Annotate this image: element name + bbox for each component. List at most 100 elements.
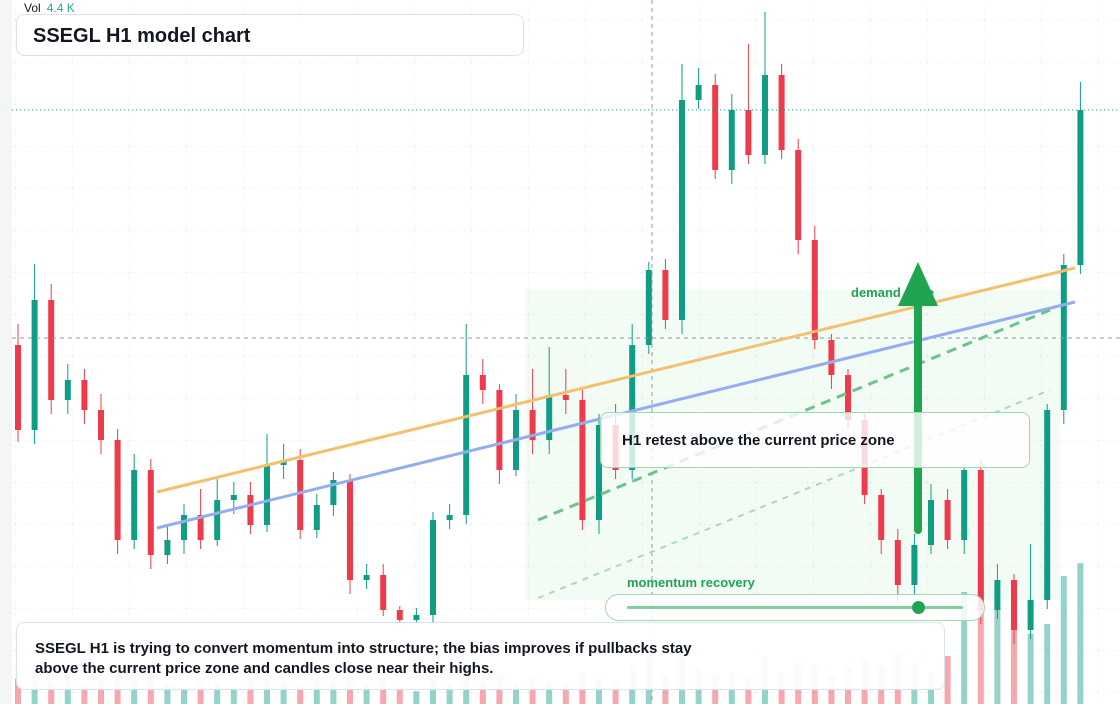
volume-bar <box>247 678 254 704</box>
candle-body <box>928 500 934 545</box>
candle-body <box>430 520 436 615</box>
slider-track <box>627 606 963 609</box>
volume-bar <box>1011 614 1017 704</box>
note-box: SSEGL H1 is trying to convert momentum i… <box>16 622 945 690</box>
volume-bar <box>81 684 88 704</box>
candle-body <box>944 500 951 540</box>
candle-body <box>81 380 88 410</box>
momentum-label: momentum recovery <box>627 575 755 590</box>
candle-body <box>247 495 254 525</box>
volume-bar <box>745 678 752 704</box>
volume-legend: Vol 4.4 K <box>24 1 75 15</box>
candle-body <box>728 110 735 170</box>
slider-knob[interactable] <box>912 601 925 614</box>
candle-body <box>230 495 237 500</box>
candle-body <box>778 75 785 150</box>
volume-bar <box>15 678 21 704</box>
candle-body <box>712 85 719 170</box>
candle-body <box>363 575 370 580</box>
zone-label: demand zone <box>851 285 935 300</box>
volume-bar <box>446 684 453 704</box>
candle-body <box>413 615 420 620</box>
volume-bar <box>330 681 337 704</box>
volume-bar <box>380 678 387 704</box>
volume-bar <box>98 678 104 704</box>
volume-bar <box>1060 576 1067 704</box>
candle-body <box>894 540 901 585</box>
title-box: SSEGL H1 model chart <box>16 14 524 56</box>
candle-body <box>479 375 486 390</box>
volume-bar <box>977 569 984 704</box>
candle-body <box>297 460 304 530</box>
volume-bar <box>529 678 536 704</box>
candle-body <box>396 610 403 620</box>
volume-bar <box>513 684 519 704</box>
candle-body <box>961 470 968 540</box>
candle-body <box>446 515 453 520</box>
candle-body <box>48 300 55 400</box>
volume-bar <box>546 681 553 704</box>
candle-body <box>1027 600 1034 630</box>
candle-body <box>977 470 984 610</box>
volume-bar <box>1044 624 1051 704</box>
volume-bar <box>214 684 221 704</box>
volume-bar <box>197 681 204 704</box>
candle-body <box>828 340 835 375</box>
candle-body <box>347 480 353 580</box>
candle-body <box>31 300 38 430</box>
grid <box>12 0 1120 704</box>
candle-body <box>15 345 21 430</box>
candle-body <box>911 545 918 585</box>
volume-bar <box>363 684 370 704</box>
volume-bar <box>181 688 187 704</box>
volume-bar <box>230 688 237 704</box>
candle-body <box>645 270 652 345</box>
candle-body <box>1077 110 1084 265</box>
candle-body <box>463 375 470 515</box>
candle-body <box>562 395 569 400</box>
momentum-slider[interactable] <box>605 594 985 621</box>
volume-bar <box>413 691 420 704</box>
candle-body <box>147 470 154 555</box>
candle-body <box>131 470 138 540</box>
candle-body <box>994 580 1001 610</box>
volume-name: Vol <box>24 1 41 15</box>
candle-body <box>546 395 553 440</box>
candle-body <box>164 540 171 555</box>
candle-body <box>811 240 818 340</box>
retest-callout: H1 retest above the current price zone <box>600 412 1030 468</box>
volume-bar <box>396 688 403 704</box>
volume-bar <box>1077 563 1084 704</box>
volume-bar <box>1027 633 1034 704</box>
candle-body <box>629 345 636 470</box>
volume-bar <box>280 681 287 704</box>
candle-body <box>380 575 387 610</box>
candle-body <box>181 515 187 540</box>
candle-body <box>662 270 669 320</box>
volume-bar <box>994 608 1001 704</box>
candle-body <box>214 500 221 540</box>
volume-bar <box>48 681 55 704</box>
candle-body <box>330 480 337 505</box>
candle-body <box>596 425 602 520</box>
candle-body <box>114 440 121 540</box>
volume-bar <box>131 681 138 704</box>
candle-body <box>795 150 802 240</box>
volume-bar <box>596 678 602 704</box>
volume-bar <box>297 684 304 704</box>
candle-body <box>1044 410 1051 600</box>
volume-bar <box>961 592 968 704</box>
candle-body <box>762 75 768 155</box>
candle-body <box>64 380 71 400</box>
volume-bar <box>944 656 951 704</box>
candle-body <box>878 495 885 540</box>
volume-bar <box>479 681 486 704</box>
candle-body <box>98 410 104 440</box>
candle-body <box>679 100 685 320</box>
arrow-head <box>898 262 938 306</box>
candle-body <box>695 85 702 100</box>
volume-bar <box>164 684 171 704</box>
candle-body <box>264 465 270 525</box>
candle-body <box>496 390 503 470</box>
